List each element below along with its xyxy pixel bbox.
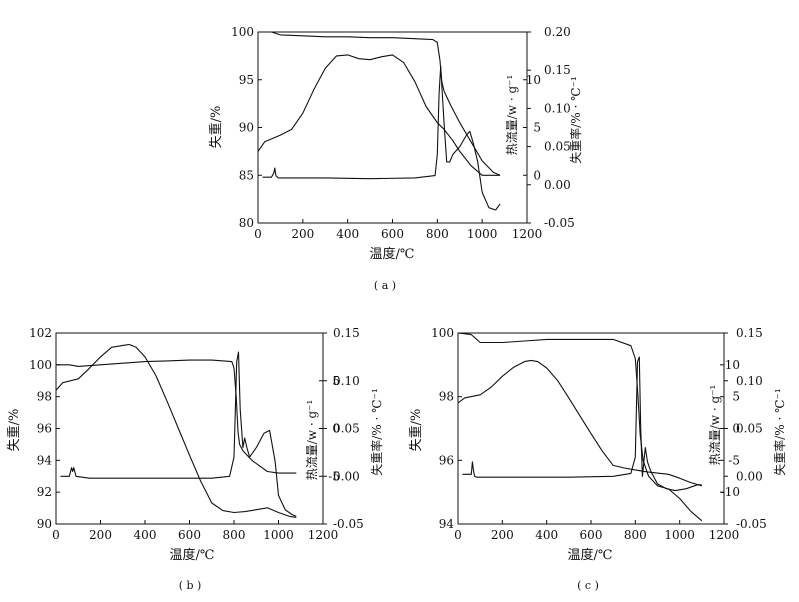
y-right2-axis-label-c: 失重率/% · ℃⁻¹	[772, 388, 787, 475]
y-right1-tick-label-b: -5	[328, 469, 340, 483]
weight-loss-curve-b	[56, 359, 297, 474]
caption-a: ( a )	[374, 279, 396, 292]
y-left-tick-label-b: 90	[37, 517, 52, 531]
y-right2-tick-label-b: 0.05	[333, 422, 360, 436]
y-right1-tick-label-b: 0	[332, 422, 340, 436]
x-tick-label-a: 200	[291, 227, 314, 241]
y-right2-tick-label-c: 0.10	[736, 374, 763, 388]
plot-frame-a	[257, 31, 528, 224]
x-tick-label-c: 600	[580, 528, 603, 542]
y-right2-tick-label-c: 0.05	[736, 422, 763, 436]
y-right2-tick-label-a: 0.05	[544, 140, 571, 154]
y-right2-tick-label-a: 0.20	[544, 25, 571, 39]
y-left-tick-label-b: 96	[37, 422, 52, 436]
x-tick-label-b: 1200	[308, 528, 339, 542]
y-right2-tick-label-a: 0.00	[544, 178, 571, 192]
y-right1-tick-label-a: 0	[533, 168, 541, 182]
y-left-tick-label-b: 100	[29, 358, 52, 372]
y-left-axis-label-c: 失重/%	[408, 409, 424, 452]
y-right1-axis-label-a: 热流量/w · g⁻¹	[505, 75, 519, 156]
x-tick-label-b: 800	[223, 528, 246, 542]
y-right1-tick-label-b: 5	[332, 374, 340, 388]
x-tick-label-b: 1000	[263, 528, 294, 542]
y-right1-tick-label-c: 10	[725, 358, 740, 372]
y-left-tick-label-b: 98	[37, 390, 52, 404]
y-right1-tick-label-c: 0	[732, 422, 740, 436]
y-right2-tick-label-b: 0.00	[333, 469, 360, 483]
x-tick-label-b: 200	[89, 528, 112, 542]
y-left-tick-label-a: 100	[231, 25, 254, 39]
x-tick-label-b: 0	[52, 528, 60, 542]
x-tick-label-c: 800	[624, 528, 647, 542]
y-left-tick-label-b: 92	[37, 485, 52, 499]
x-tick-label-a: 400	[336, 227, 359, 241]
y-left-axis-label-a: 失重/%	[208, 106, 224, 149]
y-right2-tick-label-c: 0.00	[736, 469, 763, 483]
x-axis-label-b: 温度/℃	[170, 547, 215, 563]
y-left-tick-label-a: 95	[239, 73, 254, 87]
y-right2-tick-label-a: -0.05	[544, 216, 575, 230]
x-tick-label-a: 1000	[467, 227, 498, 241]
y-right2-tick-label-c: -0.05	[736, 517, 767, 531]
chart-panel-c: 0 200 400 600 800 1000 1200 94 96 98 100 -10 -5 0 5 10 -…	[408, 326, 787, 592]
y-right1-axis-label-c: 热流量/w · g⁻¹	[708, 385, 722, 466]
heat-flow-curve-b	[55, 343, 297, 518]
y-right1-tick-label-c: -5	[728, 453, 740, 467]
x-tick-label-c: 400	[535, 528, 558, 542]
x-tick-label-a: 1200	[512, 227, 543, 241]
heat-flow-curve-c	[457, 359, 702, 487]
y-left-tick-label-a: 90	[239, 121, 254, 135]
y-left-tick-label-b: 94	[37, 453, 53, 467]
y-right2-axis-label-a: 失重率/% · ℃⁻¹	[568, 76, 583, 163]
y-left-axis-label-b: 失重/%	[6, 409, 22, 452]
y-right2-tick-label-b: 0.10	[333, 374, 360, 388]
x-tick-label-a: 0	[254, 227, 262, 241]
y-right2-axis-label-b: 失重率/% · ℃⁻¹	[369, 388, 384, 475]
y-right2-tick-label-a: 0.10	[544, 101, 571, 115]
weight-loss-curve-c	[457, 332, 703, 522]
y-right1-tick-label-a: 5	[533, 121, 541, 135]
y-left-tick-label-b: 102	[29, 326, 52, 340]
chart-panel-b: 0 200 400 600 800 1000 12009092949698100102-50…	[6, 326, 384, 592]
x-axis-label-a: 温度/℃	[370, 246, 415, 262]
caption-c: ( c )	[577, 579, 599, 592]
y-right1-tick-label-c: -10	[721, 485, 740, 499]
x-tick-label-a: 600	[381, 227, 404, 241]
weight-loss-rate-curve-b	[60, 351, 297, 517]
y-right1-axis-label-b: 热流量/w · g⁻¹	[305, 400, 319, 481]
weight-loss-curve-a	[258, 31, 501, 176]
y-right1-tick-label-a: 10	[526, 73, 541, 87]
y-left-tick-label-a: 85	[239, 168, 254, 182]
plot-frame-c	[457, 332, 725, 525]
x-axis-label-c: 温度/℃	[568, 547, 613, 563]
weight-loss-rate-curve-a	[262, 65, 501, 211]
y-right2-tick-label-a: 0.15	[544, 63, 571, 77]
weight-loss-rate-curve-c	[462, 356, 702, 492]
x-tick-label-c: 1200	[709, 528, 740, 542]
x-tick-label-c: 200	[491, 528, 514, 542]
y-left-tick-label-c: 96	[439, 453, 454, 467]
y-left-tick-label-c: 100	[431, 326, 454, 340]
chart-panel-a: 0 200 400 600 800 1000 1200808590951000510-0.0…	[208, 25, 583, 292]
caption-b: ( b )	[179, 579, 202, 592]
y-right2-tick-label-b: 0.15	[333, 326, 360, 340]
x-tick-label-c: 1000	[664, 528, 695, 542]
x-tick-label-b: 400	[134, 528, 157, 542]
x-tick-label-a: 800	[426, 227, 449, 241]
y-left-tick-label-c: 94	[439, 517, 455, 531]
heat-flow-curve-a	[257, 54, 501, 176]
y-right1-tick-label-c: 5	[732, 390, 740, 404]
y-left-tick-label-c: 98	[439, 390, 454, 404]
y-right2-tick-label-b: -0.05	[333, 517, 364, 531]
x-tick-label-b: 600	[178, 528, 201, 542]
y-right2-tick-label-c: 0.15	[736, 326, 763, 340]
x-tick-label-c: 0	[454, 528, 462, 542]
y-left-tick-label-a: 80	[239, 216, 254, 230]
